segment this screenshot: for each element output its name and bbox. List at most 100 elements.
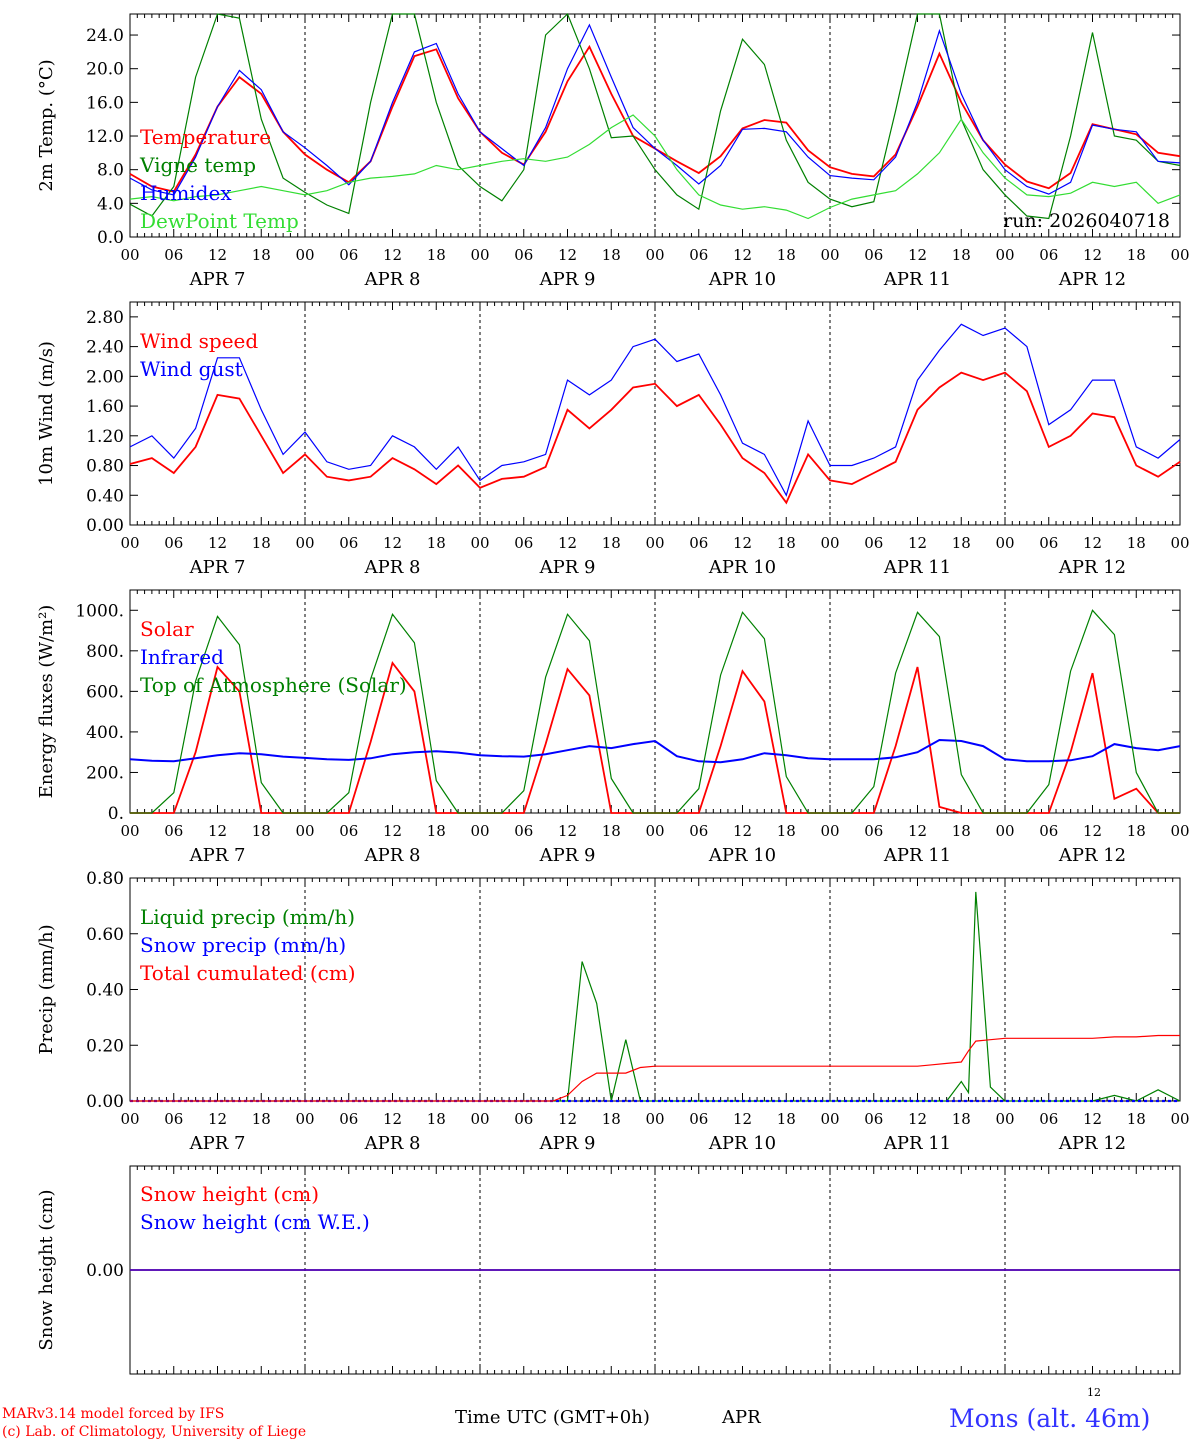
x-tick-label: 00 (120, 246, 139, 264)
panel-5: 0.00 Snow height (cm) Snow height (cm) Snow… (36, 1165, 1181, 1375)
x-tick-label: 00 (470, 534, 489, 552)
x-tick-label: 12 (383, 1110, 402, 1128)
day-label: APR 8 (364, 845, 421, 866)
x-tick-label: 18 (252, 246, 271, 264)
x-tick-label: 18 (602, 822, 621, 840)
y-tick-label: 0.60 (86, 925, 124, 945)
y-tick-label: 0.80 (86, 457, 124, 477)
x-tick-label: 18 (252, 534, 271, 552)
y-axis-label: Snow height (cm) (36, 1189, 57, 1350)
x-tick-label: 06 (164, 822, 183, 840)
day-label: APR 8 (364, 1133, 421, 1154)
x-tick-label: 18 (952, 534, 971, 552)
x-tick-label: 12 (733, 534, 752, 552)
legend-entry: Humidex (140, 181, 232, 205)
x-tick-label: 06 (689, 1110, 708, 1128)
y-axis-label: 10m Wind (m/s) (36, 341, 57, 486)
x-tick-label: 18 (777, 1110, 796, 1128)
y-axis-label: Precip (mm/h) (36, 924, 57, 1054)
x-tick-label: 00 (470, 246, 489, 264)
day-label: APR 12 (1058, 269, 1126, 290)
x-tick-label: 00 (645, 1110, 664, 1128)
x-tick-label: 06 (689, 534, 708, 552)
x-tick-label: 18 (1127, 822, 1146, 840)
day-label: APR 12 (1058, 1133, 1126, 1154)
y-tick-label: 4.0 (97, 194, 124, 214)
x-tick-label: 06 (1039, 534, 1058, 552)
x-tick-label: 00 (820, 246, 839, 264)
y-tick-label: 24.0 (86, 26, 124, 46)
y-tick-label: 16.0 (86, 93, 124, 113)
y-tick-label: 1.60 (86, 397, 124, 417)
series-line-2 (129, 323, 1181, 497)
plot-frame (129, 301, 1181, 526)
x-tick-label: 18 (952, 822, 971, 840)
x-tick-label: 12 (383, 534, 402, 552)
legend-entry: Wind speed (140, 329, 258, 353)
panel-3: 0. 200. 400. 600. 800. 1000. Energy fluxes (W/… (36, 589, 1190, 866)
plot-frame (129, 589, 1181, 814)
x-tick-label: 18 (952, 246, 971, 264)
x-tick-label: 12 (733, 246, 752, 264)
day-label: APR 10 (708, 1133, 776, 1154)
panel-1: 0.0 4.0 8.0 12.0 16.0 20.0 24.0 2m Temp. (°C) 00… (36, 12, 1190, 290)
x-tick-label: 12 (908, 246, 927, 264)
x-tick-label: 00 (820, 1110, 839, 1128)
y-tick-label: 2.40 (86, 338, 124, 358)
x-tick-label: 06 (339, 822, 358, 840)
series-line-3 (130, 1034, 1180, 1102)
x-tick-label: 00 (295, 534, 314, 552)
legend-entry: Total cumulated (cm) (140, 961, 356, 985)
x-tick-label: 06 (164, 1110, 183, 1128)
y-tick-label: 1000. (75, 601, 124, 621)
legend-entry: Top of Atmosphere (Solar) (140, 673, 407, 697)
x-tick-label: 00 (295, 246, 314, 264)
day-label: APR 9 (539, 845, 596, 866)
x-tick-label: 00 (995, 246, 1014, 264)
legend-entry: Wind gust (140, 357, 243, 381)
day-label: APR 12 (1058, 557, 1126, 578)
x-tick-label: 06 (689, 246, 708, 264)
x-tick-label: 00 (1170, 534, 1189, 552)
y-tick-label: 0.40 (86, 486, 124, 506)
x-tick-label: 18 (602, 534, 621, 552)
y-tick-label: 0.40 (86, 981, 124, 1001)
y-tick-label: 20.0 (86, 60, 124, 80)
x-tick-label: 18 (427, 822, 446, 840)
legend-entry: Solar (140, 617, 194, 641)
x-tick-label: 18 (777, 822, 796, 840)
x-tick-label: 00 (645, 822, 664, 840)
month-label: APR (721, 1407, 761, 1428)
series-line-2 (129, 738, 1181, 764)
x-axis-label: Time UTC (GMT+0h) (455, 1407, 650, 1428)
y-axis-label: 2m Temp. (°C) (36, 59, 57, 191)
x-tick-label: 18 (427, 246, 446, 264)
x-tick-label: 00 (120, 534, 139, 552)
x-tick-label: 06 (164, 534, 183, 552)
day-label: APR 10 (708, 845, 776, 866)
x-tick-label: 06 (339, 246, 358, 264)
x-tick-label: 06 (864, 246, 883, 264)
x-tick-label: 18 (777, 534, 796, 552)
day-label: APR 7 (189, 269, 246, 290)
series-line-3 (130, 609, 1180, 814)
x-tick-label: 18 (427, 534, 446, 552)
legend-entry: DewPoint Temp (140, 209, 299, 233)
run-label: run: 2026040718 (1003, 210, 1170, 232)
day-label: APR 10 (708, 557, 776, 578)
footer-lab: (c) Lab. of Climatology, University of L… (2, 1424, 306, 1440)
y-tick-label: 0.80 (86, 869, 124, 889)
x-tick-label: 06 (164, 246, 183, 264)
x-tick-label: 00 (470, 822, 489, 840)
x-tick-label: 12 (1083, 1110, 1102, 1128)
day-label: APR 11 (883, 269, 951, 290)
y-tick-label: 0.20 (86, 1036, 124, 1056)
day-label: APR 11 (883, 1133, 951, 1154)
x-tick-label: 18 (777, 246, 796, 264)
day-label: APR 7 (189, 1133, 246, 1154)
day-label: APR 10 (708, 269, 776, 290)
x-tick-label: 06 (339, 1110, 358, 1128)
x-tick-label: 06 (864, 822, 883, 840)
x-tick-label: 12 (383, 246, 402, 264)
